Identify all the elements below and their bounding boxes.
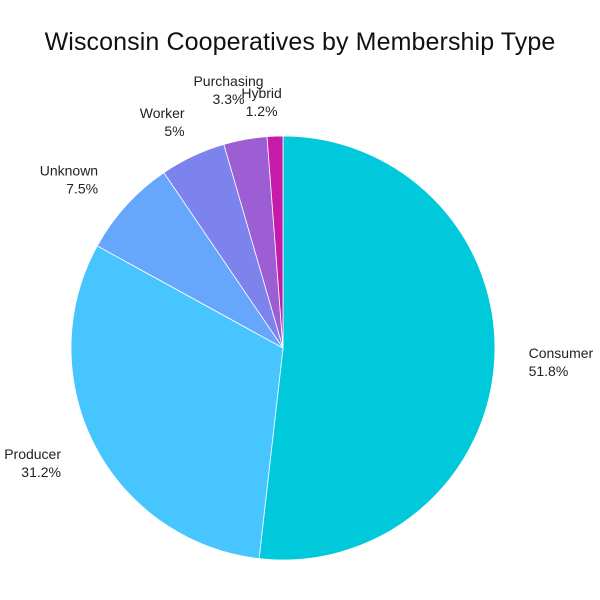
pie-slices	[70, 135, 496, 561]
slice-value-worker: 5%	[164, 123, 184, 139]
slice-label-worker: Worker	[140, 105, 185, 121]
slice-label-consumer: Consumer	[529, 345, 594, 361]
slice-label-hybrid: Hybrid	[241, 85, 281, 101]
slice-label-producer: Producer	[4, 446, 61, 462]
chart-title: Wisconsin Cooperatives by Membership Typ…	[44, 28, 556, 56]
slice-value-hybrid: 1.2%	[246, 103, 278, 119]
slice-value-consumer: 51.8%	[529, 363, 569, 379]
pie-slice-producer	[70, 245, 284, 560]
pie-slice-hybrid	[266, 135, 284, 349]
pie-slice-unknown	[96, 172, 284, 349]
slice-label-unknown: Unknown	[40, 163, 98, 179]
pie-slice-consumer	[258, 135, 496, 561]
slice-label-purchasing: Purchasing	[193, 73, 263, 89]
slice-value-producer: 31.2%	[21, 464, 61, 480]
pie-labels: Consumer 51.8% Producer 31.2% Unknown 7.5% Wor…	[4, 73, 593, 480]
slice-value-unknown: 7.5%	[66, 181, 98, 197]
slice-value-purchasing: 3.3%	[213, 91, 245, 107]
